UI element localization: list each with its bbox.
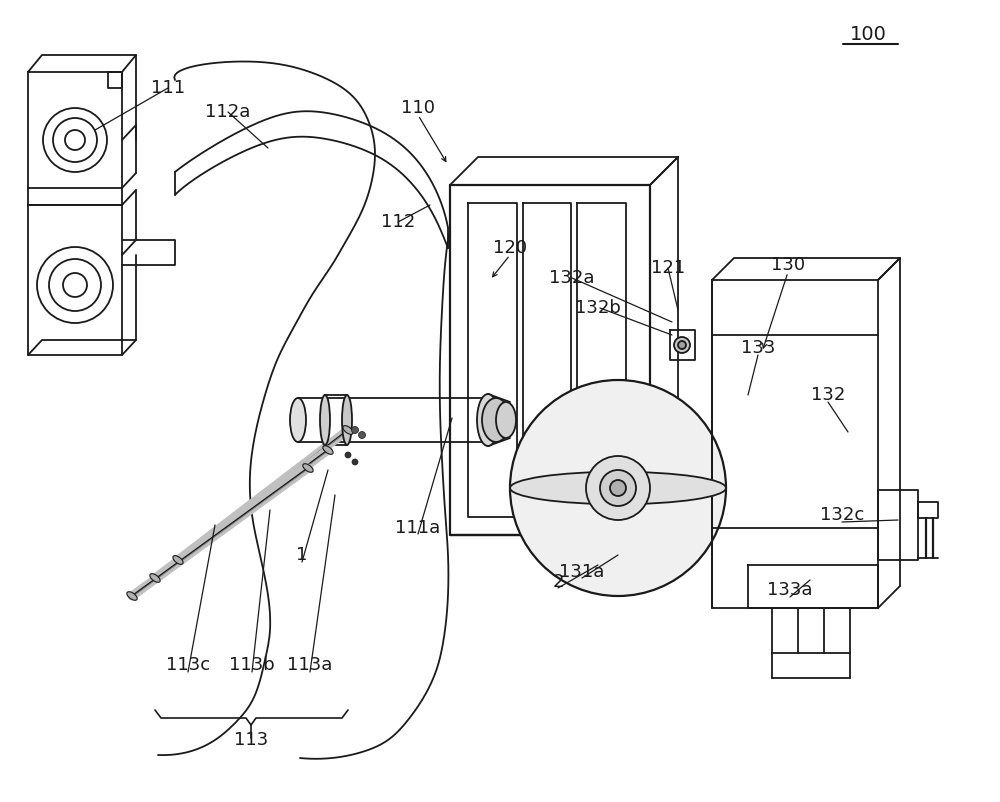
Text: 2: 2 bbox=[552, 573, 564, 591]
Circle shape bbox=[586, 456, 650, 520]
Text: 120: 120 bbox=[493, 239, 527, 257]
Ellipse shape bbox=[343, 426, 353, 435]
Ellipse shape bbox=[303, 464, 313, 472]
Text: 133: 133 bbox=[741, 339, 775, 357]
Text: 111a: 111a bbox=[395, 519, 441, 537]
Text: 130: 130 bbox=[771, 256, 805, 274]
Ellipse shape bbox=[127, 592, 137, 600]
Text: 113c: 113c bbox=[166, 656, 210, 674]
Ellipse shape bbox=[173, 556, 183, 565]
Ellipse shape bbox=[320, 395, 330, 445]
Circle shape bbox=[510, 380, 726, 596]
Text: 100: 100 bbox=[850, 26, 886, 44]
Ellipse shape bbox=[477, 394, 499, 446]
Circle shape bbox=[345, 452, 351, 458]
Text: 111: 111 bbox=[151, 79, 185, 97]
Circle shape bbox=[352, 427, 358, 434]
Ellipse shape bbox=[496, 402, 516, 438]
Text: 112: 112 bbox=[381, 213, 415, 231]
Text: 132: 132 bbox=[811, 386, 845, 404]
Text: 121: 121 bbox=[651, 259, 685, 277]
Text: 113a: 113a bbox=[287, 656, 333, 674]
Circle shape bbox=[352, 459, 358, 465]
Circle shape bbox=[610, 480, 626, 496]
Ellipse shape bbox=[323, 446, 333, 454]
Circle shape bbox=[358, 431, 366, 439]
Text: 113: 113 bbox=[234, 731, 268, 749]
Text: 131a: 131a bbox=[559, 563, 605, 581]
Ellipse shape bbox=[342, 395, 352, 445]
Text: 133a: 133a bbox=[767, 581, 813, 599]
Text: 113b: 113b bbox=[229, 656, 275, 674]
Ellipse shape bbox=[482, 398, 510, 442]
Circle shape bbox=[674, 337, 690, 353]
Ellipse shape bbox=[150, 573, 160, 582]
Text: 132b: 132b bbox=[575, 299, 621, 317]
Ellipse shape bbox=[510, 472, 726, 504]
Ellipse shape bbox=[290, 398, 306, 442]
Text: 132a: 132a bbox=[549, 269, 595, 287]
Circle shape bbox=[600, 470, 636, 506]
Circle shape bbox=[678, 341, 686, 349]
Text: 1: 1 bbox=[296, 546, 308, 564]
Text: 132c: 132c bbox=[820, 506, 864, 524]
Text: 110: 110 bbox=[401, 99, 435, 117]
Text: 112a: 112a bbox=[205, 103, 251, 121]
